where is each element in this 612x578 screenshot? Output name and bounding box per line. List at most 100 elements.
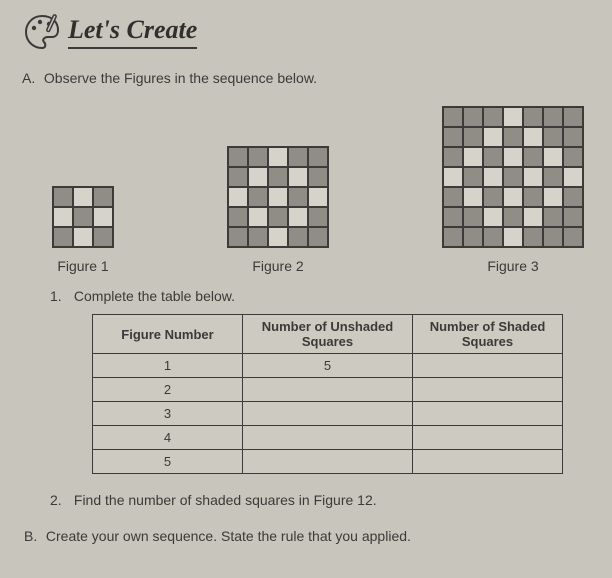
col-header-unshaded: Number of Unshaded Squares [243,315,413,354]
shaded-cell [504,208,522,226]
shaded-cell [444,108,462,126]
shaded-cell [464,168,482,186]
shaded-cell [444,148,462,166]
header: Let's Create [22,12,590,52]
part-a-letter: A. [22,70,40,86]
table-cell [243,450,413,474]
shaded-cell [544,208,562,226]
unshaded-cell [524,128,542,146]
shaded-cell [544,108,562,126]
table-cell [243,402,413,426]
part-a-instruction: A. Observe the Figures in the sequence b… [22,70,590,86]
shaded-cell [484,228,502,246]
data-table: Figure Number Number of Unshaded Squares… [92,314,563,474]
table-row: 4 [93,426,563,450]
unshaded-cell [229,188,247,206]
unshaded-cell [484,168,502,186]
table-cell [243,426,413,450]
shaded-cell [94,228,112,246]
shaded-cell [524,228,542,246]
unshaded-cell [484,208,502,226]
figure-block: Figure 1 [52,186,114,274]
shaded-cell [464,228,482,246]
shaded-cell [564,228,582,246]
shaded-cell [444,128,462,146]
shaded-cell [309,208,327,226]
shaded-cell [229,228,247,246]
shaded-cell [289,228,307,246]
col-header-shaded: Number of Shaded Squares [413,315,563,354]
page-title: Let's Create [68,15,197,49]
figure-caption: Figure 1 [52,258,114,274]
table-cell [413,378,563,402]
shaded-cell [309,168,327,186]
unshaded-cell [269,228,287,246]
unshaded-cell [504,228,522,246]
figure-caption: Figure 2 [227,258,329,274]
unshaded-cell [289,168,307,186]
shaded-cell [484,188,502,206]
unshaded-cell [504,148,522,166]
table-row: 3 [93,402,563,426]
shaded-cell [289,148,307,166]
shaded-cell [269,208,287,226]
table-cell [413,450,563,474]
part-b-text: Create your own sequence. State the rule… [46,528,411,544]
q1-number: 1. [50,288,70,304]
shaded-cell [289,188,307,206]
unshaded-cell [504,188,522,206]
table-cell [413,426,563,450]
shaded-cell [464,108,482,126]
table-header-row: Figure Number Number of Unshaded Squares… [93,315,563,354]
shaded-cell [524,188,542,206]
table-cell: 1 [93,354,243,378]
part-b-letter: B. [24,528,42,544]
shaded-cell [464,128,482,146]
unshaded-cell [504,108,522,126]
q2-text: Find the number of shaded squares in Fig… [74,492,377,508]
question-2: 2. Find the number of shaded squares in … [50,492,590,508]
table-cell [413,402,563,426]
shaded-cell [94,188,112,206]
shaded-cell [444,228,462,246]
table-cell: 5 [243,354,413,378]
unshaded-cell [54,208,72,226]
unshaded-cell [544,148,562,166]
question-1: 1. Complete the table below. [50,288,590,304]
shaded-cell [544,228,562,246]
shaded-cell [524,108,542,126]
shaded-cell [564,188,582,206]
shaded-cell [54,188,72,206]
shaded-cell [524,148,542,166]
shaded-cell [444,208,462,226]
table-cell [243,378,413,402]
shaded-cell [269,168,287,186]
unshaded-cell [309,188,327,206]
unshaded-cell [444,168,462,186]
unshaded-cell [269,148,287,166]
unshaded-cell [74,188,92,206]
unshaded-cell [464,188,482,206]
figure-grid [52,186,114,248]
palette-icon [22,12,62,52]
unshaded-cell [484,128,502,146]
table-row: 15 [93,354,563,378]
figure-block: Figure 2 [227,146,329,274]
shaded-cell [74,208,92,226]
figure-caption: Figure 3 [442,258,584,274]
shaded-cell [504,128,522,146]
unshaded-cell [249,208,267,226]
table-cell: 2 [93,378,243,402]
shaded-cell [564,148,582,166]
figure-grid [442,106,584,248]
shaded-cell [229,148,247,166]
col-header-figure: Figure Number [93,315,243,354]
shaded-cell [309,148,327,166]
part-b: B. Create your own sequence. State the r… [24,528,590,544]
shaded-cell [564,128,582,146]
shaded-cell [249,228,267,246]
table-cell: 3 [93,402,243,426]
shaded-cell [544,128,562,146]
unshaded-cell [74,228,92,246]
unshaded-cell [544,188,562,206]
